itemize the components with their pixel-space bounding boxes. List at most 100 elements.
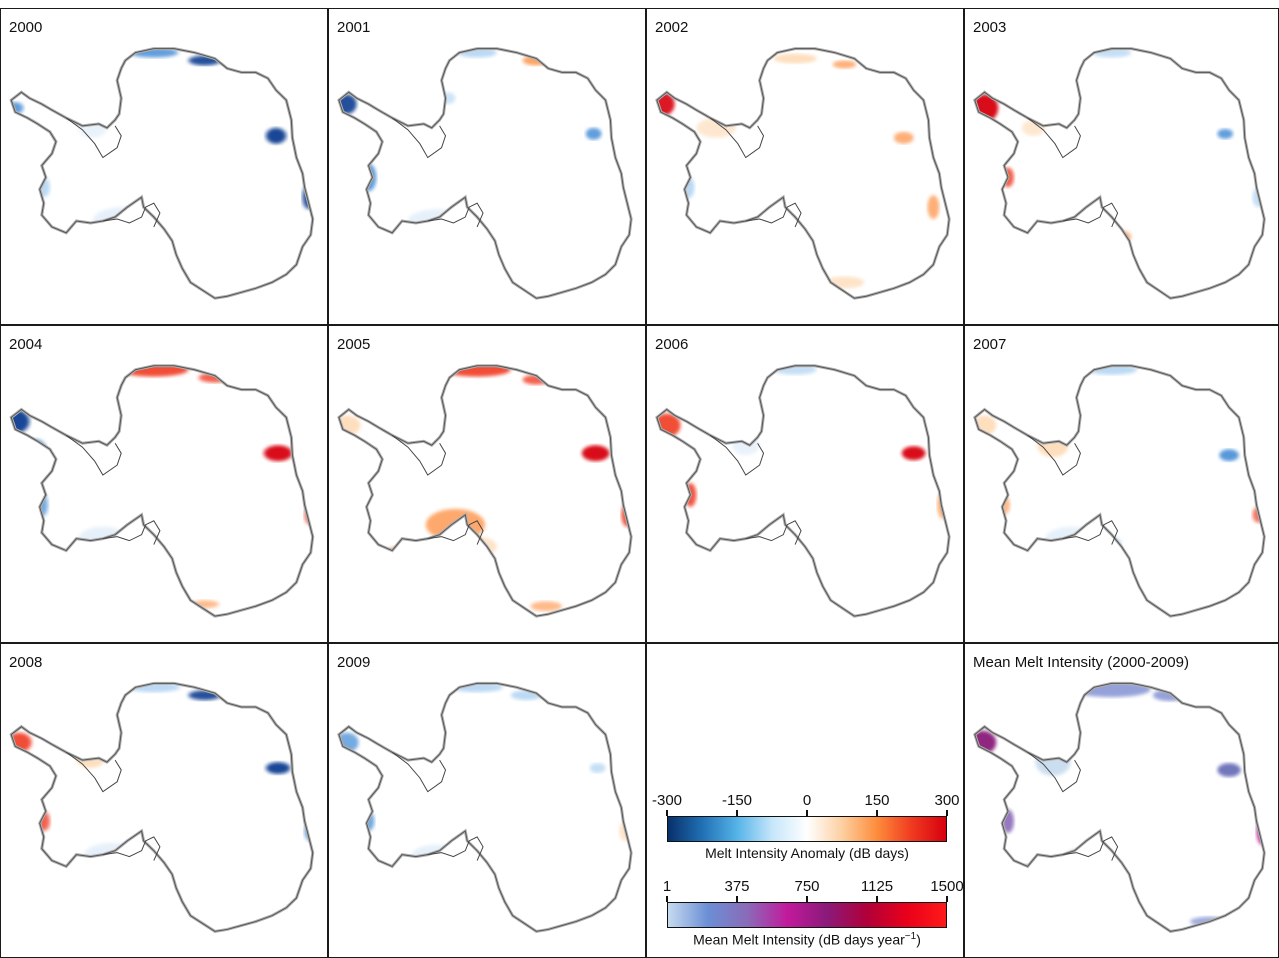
map-panel-2002: 2002 (646, 8, 964, 325)
legend-title-suffix: ) (916, 931, 921, 948)
melt-region (263, 445, 293, 462)
ice-shelf-edge (9, 364, 315, 618)
melt-region (265, 762, 291, 774)
grounding-line-ross (1062, 202, 1119, 228)
melt-region (589, 763, 606, 773)
antarctica-map (973, 47, 1266, 300)
legend-tick-label: 0 (802, 792, 812, 809)
melt-pattern (338, 48, 602, 243)
melt-region (986, 127, 1003, 144)
legend-tick-mark (946, 896, 948, 902)
panel-title: 2006 (655, 336, 689, 353)
legend-panel: -300 -150 0 150 300 Melt Intensity Anomaly (d… (646, 643, 964, 958)
map-panel-2000: 2000 (0, 8, 328, 325)
grounding-line-ross (427, 836, 484, 861)
grounding-line-ronne (391, 434, 447, 476)
panel-title: 2002 (655, 19, 689, 36)
melt-region (23, 762, 40, 778)
ice-shelf-edge (9, 681, 315, 933)
grounding-line-ronne (709, 434, 765, 476)
melt-region (974, 730, 997, 755)
legend-color-bar (667, 816, 947, 842)
mean-intensity-legend: 1 375 750 1125 1500 Mean Melt Intensity (dB d… (647, 878, 964, 957)
grounding-line-ross (427, 520, 484, 545)
melt-region (927, 195, 940, 219)
panel-title: 2001 (337, 19, 371, 36)
panel-title: 2008 (9, 654, 43, 671)
melt-region (585, 127, 602, 140)
panel-title: 2003 (973, 19, 1007, 36)
coastline (656, 365, 950, 617)
melt-region (1217, 128, 1234, 139)
legend-tick-mark (876, 810, 878, 816)
legend-tick-mark (946, 810, 948, 816)
legend-tick-mark (806, 896, 808, 902)
coastline (338, 682, 632, 932)
coastline (974, 48, 1265, 299)
melt-region (656, 92, 675, 116)
melt-region (1217, 763, 1241, 777)
panel-title: Mean Melt Intensity (2000-2009) (973, 654, 1189, 671)
melt-pattern (338, 365, 632, 612)
melt-pattern (11, 48, 313, 235)
ice-shelf-edge (337, 681, 633, 933)
melt-region (78, 117, 107, 138)
ice-shelf-edge (655, 364, 951, 618)
antarctica-map (973, 364, 1266, 618)
grounding-line-ronne (1027, 751, 1081, 793)
melt-region (530, 601, 563, 612)
melt-region (832, 60, 857, 69)
melt-region (1152, 689, 1189, 702)
legend-tick-label: 1500 (930, 878, 964, 895)
grounding-line-ronne (65, 434, 122, 476)
melt-region (1037, 224, 1089, 241)
legend-tick-mark (736, 896, 738, 902)
coastline (10, 682, 314, 932)
antarctica-map (655, 364, 951, 618)
map-panel-mean: Mean Melt Intensity (2000-2009) (964, 643, 1279, 958)
ice-shelf-edge (655, 47, 951, 300)
melt-region (581, 445, 610, 462)
melt-region (439, 92, 456, 105)
legend-tick-label: 1 (662, 878, 672, 895)
legend-tick-mark (666, 896, 668, 902)
grounding-line-ronne (1027, 434, 1081, 476)
map-panel-2008: 2008 (0, 643, 328, 958)
ice-shelf-edge (337, 364, 633, 618)
legend-title: Mean Melt Intensity (dB days year−1) (693, 931, 921, 948)
melt-region (984, 445, 1005, 462)
ice-shelf-edge (973, 681, 1266, 933)
grounding-line-ross (745, 202, 802, 228)
grounding-line-ronne (65, 751, 122, 793)
legend-title: Melt Intensity Anomaly (dB days) (705, 845, 909, 861)
panel-title: 2000 (9, 19, 43, 36)
grounding-line-ross (102, 836, 161, 861)
map-panel-2003: 2003 (964, 8, 1279, 325)
anomaly-legend: -300 -150 0 150 300 Melt Intensity Anomaly (d… (647, 792, 963, 912)
grounding-line-ronne (391, 117, 447, 159)
legend-tick-label: 1125 (860, 878, 894, 895)
legend-tick-mark (666, 810, 668, 816)
legend-tick-mark (806, 810, 808, 816)
panel-title: 2004 (9, 336, 43, 353)
legend-tick-label: -300 (651, 792, 683, 809)
legend-title-text: Mean Melt Intensity (dB days year (693, 931, 905, 948)
legend-tick-mark (876, 896, 878, 902)
coastline (974, 365, 1265, 617)
grounding-line-ross (102, 202, 161, 228)
legend-tick-label: 750 (794, 878, 820, 895)
antarctica-map (337, 364, 633, 618)
legend-title-exponent: −1 (904, 931, 917, 942)
grounding-line-ronne (391, 751, 447, 793)
grounding-line-ronne (1027, 117, 1081, 159)
melt-region (1219, 449, 1239, 462)
melt-region (350, 760, 367, 772)
ice-shelf-edge (973, 47, 1266, 300)
grounding-line-ronne (709, 117, 765, 159)
panel-title: 2007 (973, 336, 1007, 353)
legend-tick-label: 375 (724, 878, 750, 895)
map-panel-2007: 2007 (964, 325, 1279, 643)
ice-shelf-edge (973, 364, 1266, 618)
grounding-line-ross (745, 520, 802, 545)
melt-region (666, 445, 687, 462)
